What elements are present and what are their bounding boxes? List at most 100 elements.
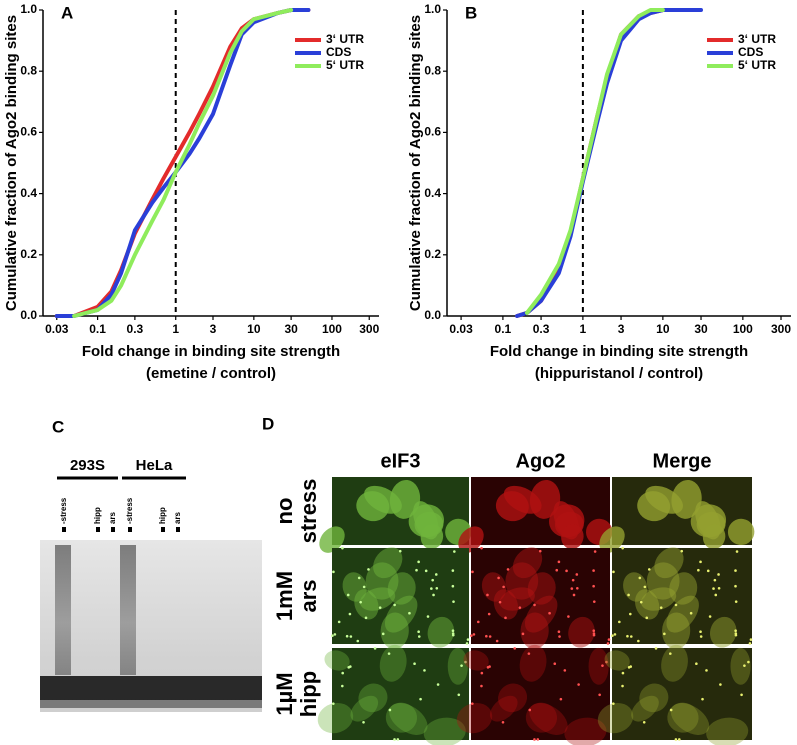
granule bbox=[362, 721, 365, 724]
cell bbox=[359, 587, 396, 611]
row-label: stress bbox=[296, 479, 321, 544]
granule bbox=[674, 738, 678, 741]
x-tick-label: 10 bbox=[656, 322, 670, 336]
cell bbox=[730, 647, 751, 685]
cell bbox=[505, 562, 539, 600]
cell bbox=[669, 572, 698, 605]
granule bbox=[734, 633, 738, 637]
granule bbox=[373, 647, 377, 650]
cell bbox=[525, 702, 558, 733]
granule bbox=[734, 584, 737, 588]
x-tick-label: 300 bbox=[771, 322, 791, 336]
cell bbox=[666, 595, 699, 633]
y-tick-label: 0.8 bbox=[424, 63, 441, 77]
lane-label: hipp bbox=[93, 507, 102, 524]
granule bbox=[388, 708, 392, 712]
y-axis-label: Cumulative fraction of Ago2 binding site… bbox=[3, 15, 20, 311]
granule bbox=[592, 584, 595, 588]
granule bbox=[518, 606, 522, 609]
granule bbox=[563, 669, 567, 672]
legend-label: 5‘ UTR bbox=[326, 58, 364, 72]
micrographs bbox=[317, 477, 755, 745]
granule bbox=[362, 585, 366, 589]
series-line bbox=[515, 8, 703, 318]
granule bbox=[415, 568, 418, 572]
granule bbox=[689, 611, 693, 615]
granule bbox=[538, 549, 542, 553]
granule bbox=[626, 634, 629, 638]
cell bbox=[387, 572, 416, 605]
granule bbox=[435, 586, 439, 590]
cell bbox=[319, 526, 345, 553]
cell bbox=[646, 562, 680, 600]
granule bbox=[498, 600, 502, 604]
granule bbox=[378, 606, 382, 609]
granule bbox=[357, 576, 361, 580]
granule bbox=[576, 586, 579, 590]
granule bbox=[621, 671, 625, 675]
x-axis-label: Fold change in binding site strength bbox=[490, 343, 748, 360]
granule bbox=[434, 573, 438, 576]
x-tick-label: 0.1 bbox=[495, 322, 512, 336]
granule bbox=[497, 576, 500, 580]
granule bbox=[629, 635, 633, 638]
granule bbox=[734, 600, 738, 603]
x-tick-label: 1 bbox=[172, 322, 179, 336]
granule bbox=[740, 693, 743, 697]
granule bbox=[471, 702, 474, 705]
granule bbox=[417, 635, 421, 638]
granule bbox=[613, 633, 617, 636]
granule bbox=[621, 546, 624, 550]
granule bbox=[501, 721, 505, 724]
granule bbox=[645, 616, 649, 620]
x-tick-label: 0.3 bbox=[127, 322, 144, 336]
column-header: Merge bbox=[653, 450, 712, 472]
cell bbox=[365, 562, 399, 600]
lane-marker bbox=[62, 527, 66, 532]
granule bbox=[502, 585, 505, 589]
cell bbox=[631, 695, 659, 722]
cell bbox=[597, 702, 634, 734]
granule bbox=[708, 615, 712, 618]
granule bbox=[674, 603, 678, 607]
granule bbox=[464, 660, 467, 664]
cell bbox=[637, 491, 671, 522]
granule bbox=[451, 629, 455, 632]
granule bbox=[548, 611, 551, 615]
granule bbox=[387, 652, 391, 655]
row-label: hipp bbox=[296, 671, 321, 717]
lane-marker bbox=[111, 527, 115, 532]
series-line bbox=[515, 8, 665, 318]
granule bbox=[607, 638, 611, 641]
granule bbox=[430, 587, 433, 590]
granule bbox=[669, 708, 673, 712]
granule bbox=[465, 642, 469, 645]
granule bbox=[627, 593, 630, 597]
granule bbox=[749, 638, 753, 641]
micrograph bbox=[332, 648, 469, 740]
lane-marker bbox=[176, 527, 180, 532]
cell bbox=[662, 612, 691, 650]
x-tick-label: 300 bbox=[359, 322, 379, 336]
granule bbox=[571, 578, 575, 582]
y-axis-label: Cumulative fraction of Ago2 binding site… bbox=[407, 15, 424, 311]
granule bbox=[466, 638, 470, 641]
granule bbox=[396, 738, 400, 741]
x-tick-label: 3 bbox=[210, 322, 217, 336]
y-tick-label: 0.4 bbox=[424, 186, 441, 200]
y-tick-label: 1.0 bbox=[424, 2, 441, 16]
lane-label: ars bbox=[173, 511, 182, 524]
granule bbox=[592, 629, 596, 632]
gel-image bbox=[40, 540, 262, 712]
cell bbox=[527, 572, 556, 605]
cell bbox=[512, 547, 543, 579]
gel-smear bbox=[120, 545, 136, 675]
granule bbox=[627, 666, 631, 669]
x-tick-label: 3 bbox=[618, 322, 625, 336]
lane-marker bbox=[128, 527, 132, 532]
cell bbox=[380, 612, 409, 650]
x-tick-label: 10 bbox=[247, 322, 261, 336]
cell bbox=[524, 595, 558, 633]
x-tick-label: 30 bbox=[284, 322, 298, 336]
